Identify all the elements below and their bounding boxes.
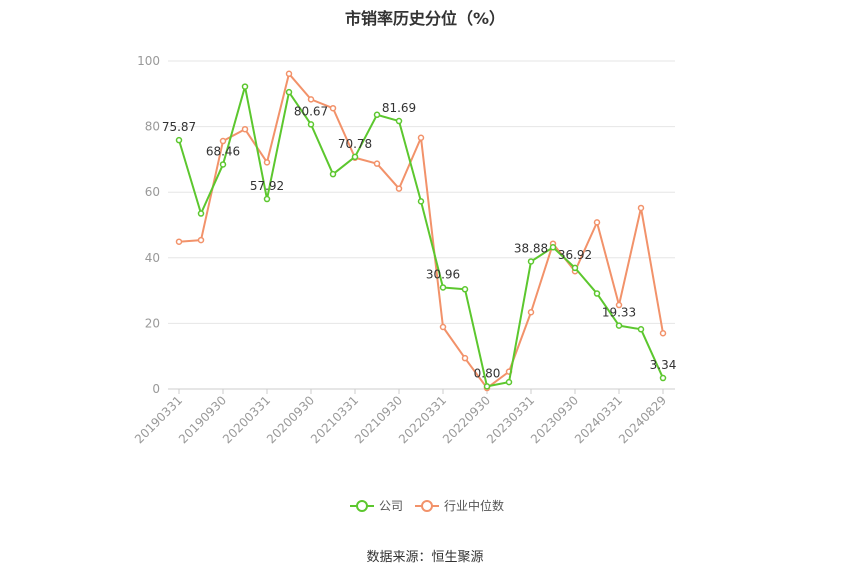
data-point [197,210,205,217]
data-point [285,88,293,96]
data-point [439,323,447,331]
data-point [241,83,249,90]
data-label: 3.34 [650,358,677,372]
data-point [329,104,337,112]
data-point [395,185,403,192]
data-label: 81.69 [382,101,416,115]
data-point [241,125,249,133]
data-point [285,70,293,78]
y-tick-label: 60 [145,185,160,199]
data-point [615,322,623,329]
data-point [593,219,601,226]
data-point [615,301,623,309]
data-point [263,195,271,203]
data-point [505,378,513,386]
data-point [417,198,425,205]
data-point [351,153,359,161]
data-point [263,159,271,166]
grid-lines [168,60,675,390]
data-label: 68.46 [206,144,240,158]
data-point [373,111,381,119]
data-point [307,121,315,128]
data-point [307,96,315,103]
data-point [659,374,667,382]
data-label: 70.78 [338,137,372,151]
data-point [549,244,557,251]
data-label: 36.92 [558,248,592,262]
data-point [637,204,645,212]
data-point [175,238,183,245]
data-point [329,170,337,178]
data-label: 19.33 [602,306,636,320]
chart-title: 市销率历史分位（%） [344,9,506,28]
legend-label: 行业中位数 [444,498,504,513]
data-label: 75.87 [162,120,196,134]
data-label: 0.80 [474,366,501,380]
legend-label: 公司 [379,499,403,513]
series-lines [175,70,667,392]
data-point [461,286,469,293]
data-point [219,161,227,168]
data-label: 38.88 [514,241,548,255]
x-tick-label: 20240829 [616,393,669,446]
x-axis: 2019033120190930202003312020093020210331… [132,389,669,446]
data-point [659,329,667,337]
data-point [527,308,535,316]
data-point [417,134,425,142]
y-tick-label: 40 [145,251,160,265]
data-point [483,383,491,390]
y-tick-label: 0 [152,382,160,396]
y-tick-label: 80 [145,120,160,134]
data-point [219,137,227,145]
data-point [571,264,579,272]
data-point [593,290,601,297]
y-axis-ticks: 0 20 40 60 80 100 [137,54,160,396]
data-point [175,136,183,144]
data-label: 30.96 [426,267,460,281]
data-labels: 75.87 68.46 57.92 80.67 70.78 81.69 30.96 0.80 3… [162,101,677,380]
legend: 公司 行业中位数 [350,498,504,513]
y-tick-label: 20 [145,316,160,330]
data-point [197,236,205,244]
y-tick-label: 100 [137,54,160,68]
legend-swatch-marker [356,500,368,512]
data-label: 57.92 [250,179,284,193]
data-point [637,326,645,333]
data-point [439,284,447,291]
data-point [461,354,469,362]
data-label: 80.67 [294,104,328,118]
legend-swatch-marker [421,500,433,512]
data-point [395,117,403,125]
data-point [527,258,535,265]
data-point [373,160,381,167]
data-source: 数据来源：恒生聚源 [366,550,484,565]
